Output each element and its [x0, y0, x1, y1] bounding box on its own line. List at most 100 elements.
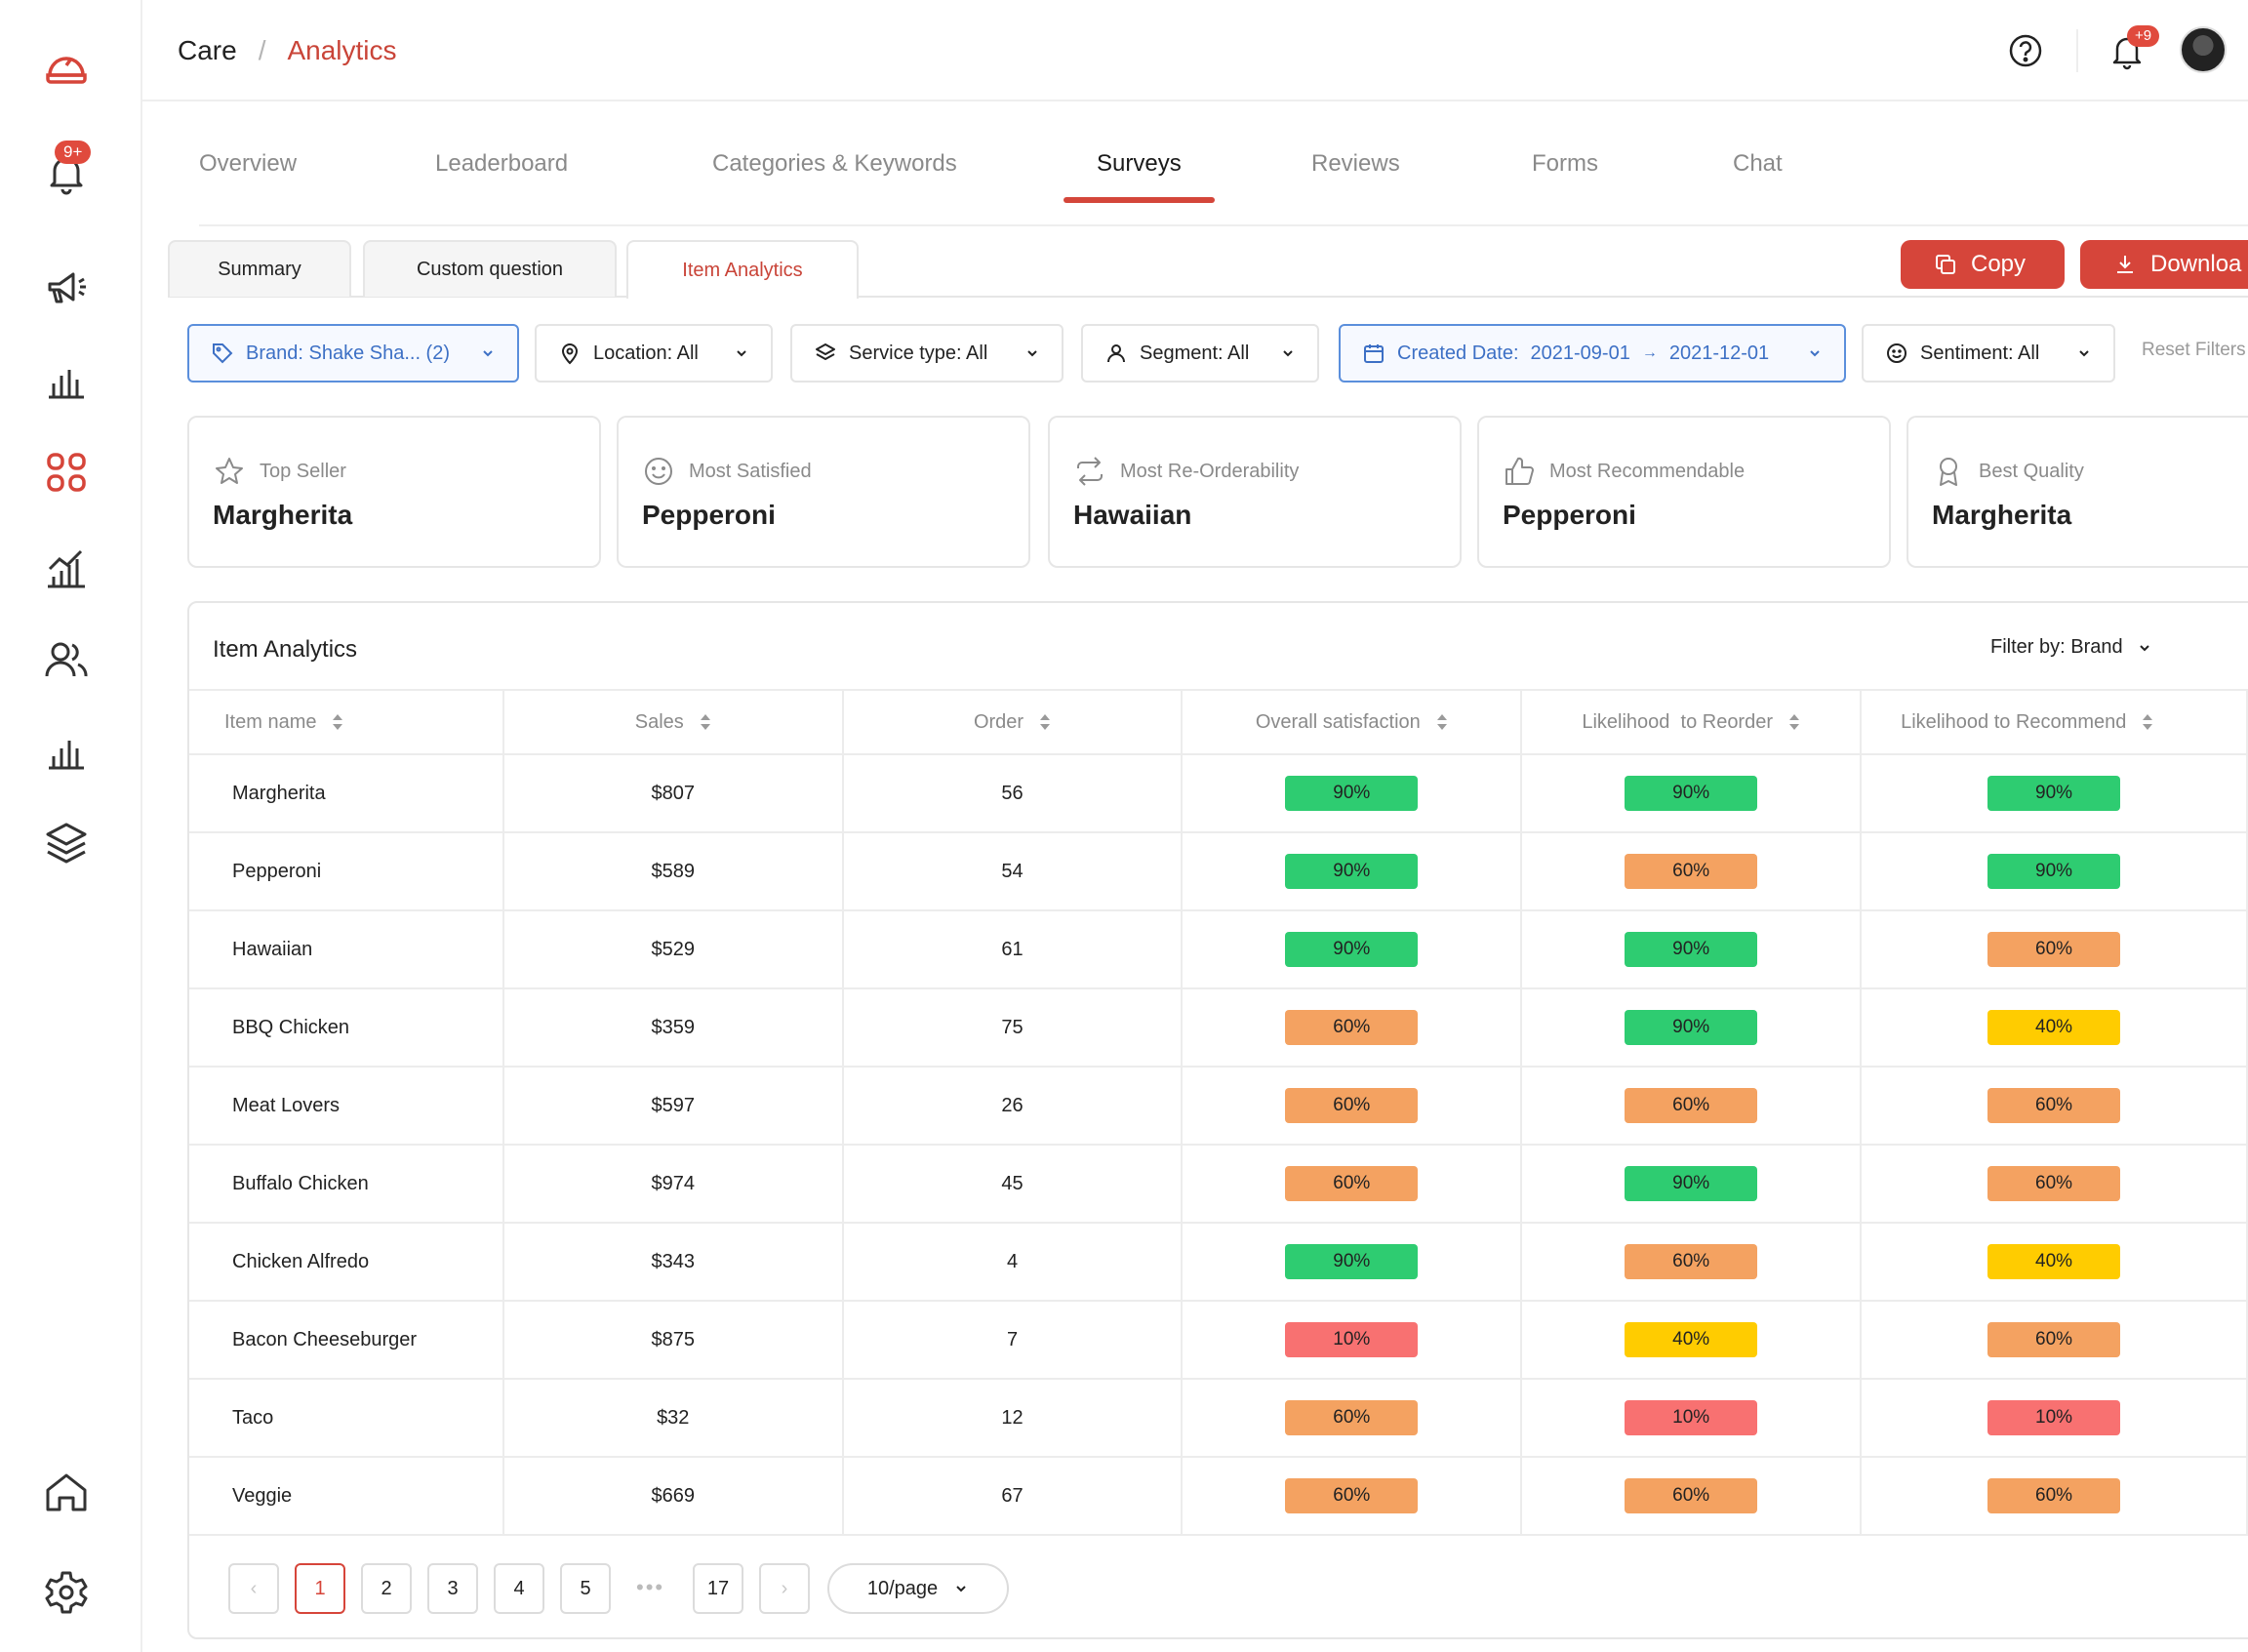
tab-surveys[interactable]: Surveys	[1064, 150, 1215, 203]
reorder-cell: 90%	[1520, 987, 1863, 1068]
subtab-custom-question[interactable]: Custom question	[363, 240, 617, 297]
page-button-1[interactable]: 1	[295, 1563, 345, 1614]
layers-icon[interactable]	[39, 816, 94, 870]
column-header-overall-satisfaction[interactable]: Overall satisfaction	[1181, 689, 1523, 755]
table-row[interactable]: Pepperoni $589 54 90% 60% 90%	[189, 831, 2248, 911]
sentiment-filter[interactable]: Sentiment: All	[1862, 324, 2115, 383]
item-name-cell: Pepperoni	[189, 831, 504, 911]
reorder-pill: 10%	[1625, 1400, 1758, 1435]
chevron-down-icon	[956, 1586, 966, 1592]
reorder-pill: 60%	[1625, 1088, 1758, 1123]
location-pin-icon	[561, 343, 579, 365]
header-bell-icon[interactable]: +9	[2106, 25, 2160, 72]
created-date-filter[interactable]: Created Date: 2021-09-01 → 2021-12-01	[1339, 324, 1846, 383]
table-row[interactable]: Buffalo Chicken $974 45 60% 90% 60%	[189, 1144, 2248, 1224]
table-row[interactable]: Taco $32 12 60% 10% 10%	[189, 1378, 2248, 1458]
smile-icon	[1887, 343, 1907, 363]
grid-icon[interactable]	[39, 445, 94, 500]
settings-icon[interactable]	[39, 1565, 94, 1620]
service-type-filter[interactable]: Service type: All	[790, 324, 1064, 383]
item-name-cell: Chicken Alfredo	[189, 1222, 504, 1302]
breadcrumb-root[interactable]: Care	[178, 35, 237, 65]
top-header: Care / Analytics +9	[142, 0, 2248, 101]
table-row[interactable]: Hawaiian $529 61 90% 90% 60%	[189, 909, 2248, 989]
reorder-cell: 60%	[1520, 1222, 1863, 1302]
reorder-pill: 60%	[1625, 1244, 1758, 1279]
sort-icon[interactable]	[1788, 713, 1800, 731]
column-header-order[interactable]: Order	[841, 689, 1184, 755]
copy-button[interactable]: Copy	[1901, 240, 2065, 289]
sort-icon[interactable]	[2142, 713, 2153, 731]
tab-overview[interactable]: Overview	[199, 150, 298, 177]
recommend-cell: 60%	[1860, 1300, 2248, 1380]
card-label: Best Quality	[1979, 460, 2084, 482]
prev-page-button[interactable]: ‹	[228, 1563, 279, 1614]
panel-title: Item Analytics	[213, 636, 358, 663]
download-button[interactable]: Downloa	[2080, 240, 2248, 289]
page-size-select[interactable]: 10/page	[827, 1563, 1009, 1614]
table-row[interactable]: Veggie $669 67 60% 60% 60%	[189, 1456, 2248, 1536]
order-cell: 26	[841, 1066, 1184, 1146]
page-button-3[interactable]: 3	[427, 1563, 478, 1614]
table-row[interactable]: Meat Lovers $597 26 60% 60% 60%	[189, 1066, 2248, 1146]
stats-icon[interactable]	[39, 724, 94, 779]
table-row[interactable]: Bacon Cheeseburger $875 7 10% 40% 60%	[189, 1300, 2248, 1380]
pagination-ellipsis[interactable]: •••	[636, 1575, 665, 1599]
satisfaction-pill: 90%	[1285, 776, 1419, 811]
subtab-summary[interactable]: Summary	[168, 240, 351, 297]
location-filter[interactable]: Location: All	[535, 324, 773, 383]
users-icon[interactable]	[39, 632, 94, 687]
page-button-4[interactable]: 4	[494, 1563, 544, 1614]
segment-filter[interactable]: Segment: All	[1081, 324, 1319, 383]
header-notification-badge: +9	[2127, 25, 2160, 47]
star-icon	[216, 458, 243, 484]
table-row[interactable]: Chicken Alfredo $343 4 90% 60% 40%	[189, 1222, 2248, 1302]
stat-card-most-satisfied: Most Satisfied Pepperoni	[617, 416, 1030, 568]
page-button-5[interactable]: 5	[560, 1563, 611, 1614]
filter-by-dropdown[interactable]: Filter by: Brand	[1990, 636, 2152, 659]
page-button-2[interactable]: 2	[361, 1563, 412, 1614]
help-icon[interactable]	[2004, 29, 2047, 72]
tab-reviews[interactable]: Reviews	[1311, 150, 1400, 177]
satisfaction-pill: 60%	[1285, 1478, 1419, 1513]
sentiment-filter-label: Sentiment: All	[1920, 342, 2040, 364]
sort-icon[interactable]	[1039, 713, 1051, 731]
column-header-likelihood-reorder[interactable]: Likelihood to Reorder	[1520, 689, 1863, 755]
table-row[interactable]: BBQ Chicken $359 75 60% 90% 40%	[189, 987, 2248, 1068]
brand-filter[interactable]: Brand: Shake Sha... (2)	[187, 324, 519, 383]
chevron-down-icon	[483, 350, 493, 357]
satisfaction-pill: 90%	[1285, 854, 1419, 889]
sales-cell: $974	[502, 1144, 844, 1224]
table-row[interactable]: Margherita $807 56 90% 90% 90%	[189, 753, 2248, 833]
home-icon[interactable]	[39, 1466, 94, 1520]
bar-chart-icon[interactable]	[39, 353, 94, 408]
reorder-pill: 90%	[1625, 932, 1758, 967]
sort-icon[interactable]	[700, 713, 711, 731]
location-filter-label: Location: All	[593, 342, 699, 364]
tab-leaderboard[interactable]: Leaderboard	[435, 150, 569, 177]
tab-forms[interactable]: Forms	[1532, 150, 1598, 177]
chevron-down-icon	[737, 350, 746, 357]
campaign-icon[interactable]	[39, 260, 94, 314]
column-header-item-name[interactable]: Item name	[189, 689, 504, 755]
tab-chat[interactable]: Chat	[1733, 150, 1783, 177]
card-value: Margherita	[1932, 500, 2072, 530]
page-button-17[interactable]: 17	[693, 1563, 743, 1614]
notification-badge: 9+	[55, 141, 92, 164]
avatar[interactable]	[2180, 26, 2227, 73]
sort-icon[interactable]	[332, 713, 343, 731]
column-header-likelihood-recommend[interactable]: Likelihood to Recommend	[1860, 689, 2248, 755]
column-header-sales[interactable]: Sales	[502, 689, 844, 755]
tab-categories-keywords[interactable]: Categories & Keywords	[712, 150, 957, 177]
recommend-cell: 90%	[1860, 753, 2248, 833]
bell-icon[interactable]: 9+	[39, 141, 94, 199]
reset-filters-button[interactable]: Reset Filters	[2142, 340, 2246, 360]
next-page-button[interactable]: ›	[759, 1563, 810, 1614]
breadcrumb-separator: /	[258, 35, 266, 65]
reorder-cell: 90%	[1520, 909, 1863, 989]
growth-chart-icon[interactable]	[39, 541, 94, 595]
logo-icon[interactable]	[39, 39, 94, 94]
sort-icon[interactable]	[1436, 713, 1448, 731]
subtab-item-analytics[interactable]: Item Analytics	[626, 240, 859, 299]
satisfaction-cell: 60%	[1181, 987, 1523, 1068]
